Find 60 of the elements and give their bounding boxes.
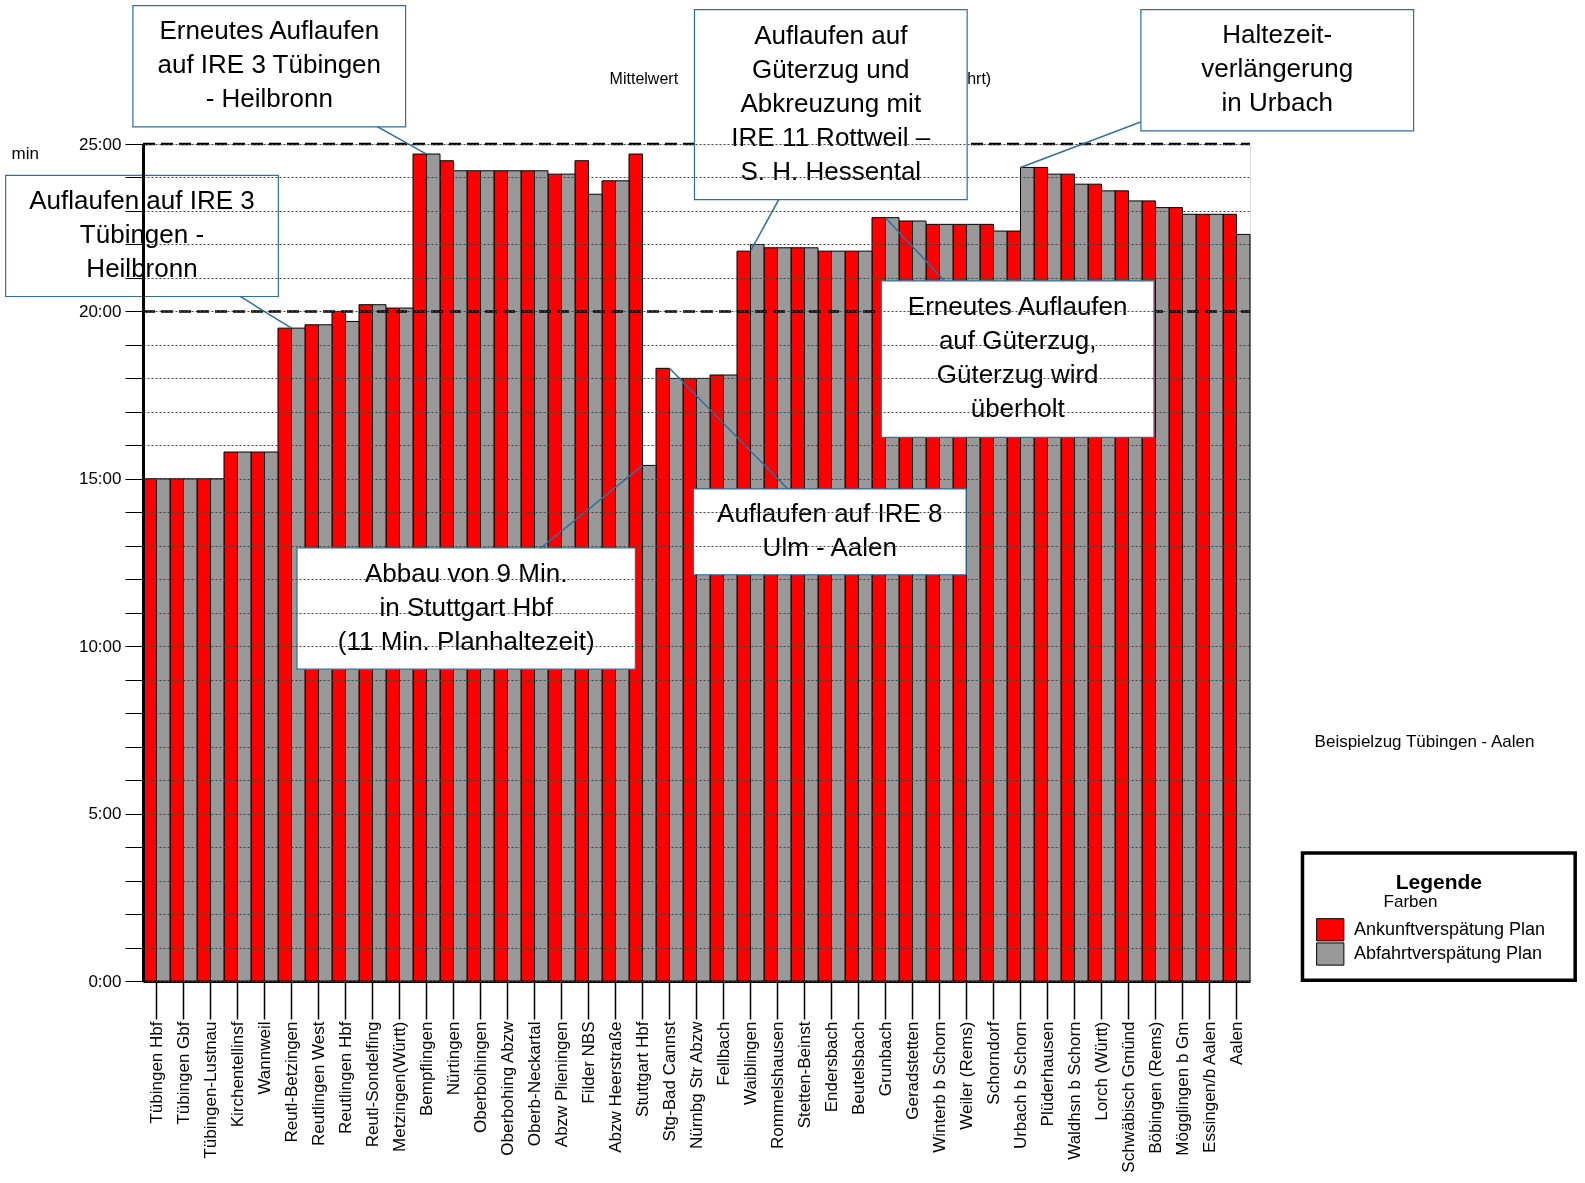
x-tick-label: Grunbach bbox=[875, 1021, 895, 1097]
x-tick-label: Stuttgart Hbf bbox=[632, 1021, 652, 1117]
x-tick-label: Beutelsbach bbox=[848, 1021, 868, 1116]
x-tick-label: Geradstetten bbox=[902, 1021, 922, 1120]
text: hrt) bbox=[967, 70, 992, 88]
annotation: Auflaufen auf Güterzug und Abkreuzung mit IRE 11 Rottweil – S. H. Hessental bbox=[731, 19, 931, 186]
x-tick-label: Waiblingen bbox=[740, 1021, 760, 1105]
x-tick-label: Bempflingen bbox=[416, 1021, 436, 1117]
annotation: Auflaufen auf IRE 8 Ulm - Aalen bbox=[717, 497, 943, 562]
x-tick-label: Reutl-Betzingen bbox=[281, 1021, 301, 1143]
annotation: Abbau von 9 Min. in Stuttgart Hbf (11 Min. Planhaltezeit) bbox=[337, 557, 595, 656]
x-tick-label: Schorndorf bbox=[983, 1021, 1003, 1105]
y-tick-label: 15:00 bbox=[78, 469, 122, 489]
legend-label: Abfahrtverspätung Plan bbox=[1353, 943, 1543, 964]
x-tick-label: Filder NBS bbox=[578, 1021, 598, 1104]
x-tick-label: Stetten-Beinst bbox=[794, 1021, 814, 1129]
x-tick-label: Wannweil bbox=[254, 1021, 274, 1095]
text: Mittelwert bbox=[609, 70, 679, 88]
y-tick-label: 0:00 bbox=[88, 971, 122, 991]
x-tick-label: Abzw Plieningen bbox=[551, 1021, 571, 1148]
x-tick-label: Schwäbisch Gmünd bbox=[1118, 1021, 1138, 1173]
x-tick-label: Urbach b Schorn bbox=[1010, 1021, 1030, 1150]
x-tick-label: Reutlingen Hbf bbox=[335, 1021, 355, 1134]
x-tick-label: Tübingen-Lustnau bbox=[200, 1021, 220, 1159]
y-tick-label: 10:00 bbox=[78, 636, 122, 656]
y-tick-label: 25:00 bbox=[78, 134, 122, 154]
x-tick-label: Plüderhausen bbox=[1037, 1021, 1057, 1127]
annotation: Erneutes Auflaufen auf IRE 3 Tübingen - Heilbronn bbox=[157, 15, 382, 114]
x-tick-label: Böbingen (Rems) bbox=[1145, 1021, 1165, 1154]
x-tick-label: Reutlingen West bbox=[308, 1021, 328, 1146]
x-tick-label: Mögglingen b Gm bbox=[1172, 1021, 1192, 1156]
x-tick-label: Nürnbg Str Abzw bbox=[686, 1020, 706, 1150]
legend-title: Legende bbox=[1395, 870, 1483, 894]
x-tick-label: Reutl-Sondelfing bbox=[362, 1021, 382, 1148]
legend-label: Ankunftverspätung Plan bbox=[1353, 918, 1546, 939]
x-tick-label: Winterb b Schorn bbox=[929, 1021, 949, 1153]
x-tick-label: Aalen bbox=[1226, 1021, 1246, 1065]
y-tick-label: 5:00 bbox=[88, 804, 122, 824]
y-axis-title: min bbox=[11, 143, 39, 163]
annotation: Haltezeit- verlängerung in Urbach bbox=[1201, 19, 1354, 118]
x-tick-label: Tübingen Hbf bbox=[146, 1021, 166, 1124]
x-tick-label: Fellbach bbox=[713, 1021, 733, 1086]
x-tick-label: Oberboihingen bbox=[470, 1021, 490, 1134]
x-tick-label: Endersbach bbox=[821, 1021, 841, 1113]
x-tick-label: Essingen/b Aalen bbox=[1199, 1021, 1219, 1153]
x-tick-label: Oberbohing Abzw bbox=[497, 1020, 517, 1156]
x-tick-label: Weiler (Rems) bbox=[956, 1021, 976, 1130]
annotation: Erneutes Auflaufen auf Güterzug, Güterzug wird überholt bbox=[907, 291, 1128, 424]
x-tick-label: Metzingen(Württ) bbox=[389, 1021, 409, 1152]
x-tick-label: Nürtingen bbox=[443, 1021, 463, 1096]
x-tick-label: Tübingen Gbf bbox=[173, 1021, 193, 1125]
x-tick-label: Waldhsn b Schorn bbox=[1064, 1021, 1084, 1160]
x-tick-label: Abzw Heerstraße bbox=[605, 1021, 625, 1153]
x-tick-label: Rommelshausen bbox=[767, 1021, 787, 1150]
x-tick-label: Kirchentellinsf bbox=[227, 1021, 247, 1128]
x-tick-label: Stg-Bad Cannst bbox=[659, 1021, 679, 1142]
text: Beispielzug Tübingen - Aalen bbox=[1314, 731, 1535, 751]
y-tick-label: 20:00 bbox=[78, 301, 122, 321]
x-tick-label: Oberb-Neckartal bbox=[524, 1021, 544, 1147]
x-tick-label: Lorch (Württ) bbox=[1091, 1021, 1111, 1121]
